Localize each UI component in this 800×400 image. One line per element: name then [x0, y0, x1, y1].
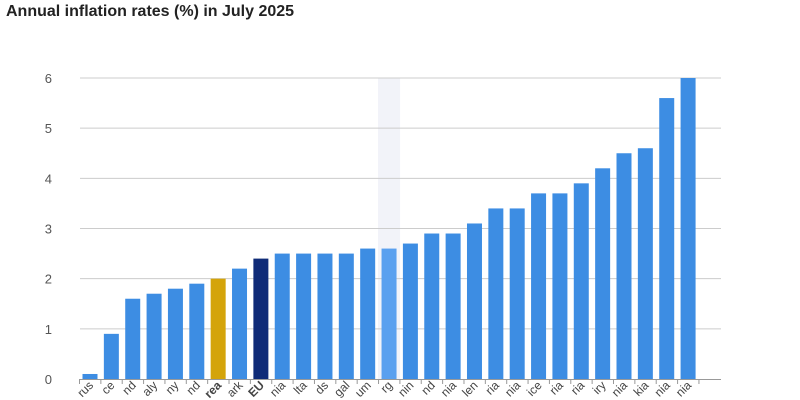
x-tick-label: ds [312, 378, 331, 397]
bar[interactable] [573, 183, 589, 379]
bar[interactable] [167, 288, 183, 379]
y-tick-label: 4 [45, 171, 52, 186]
x-tick-label: nia [267, 378, 288, 399]
x-tick-label: EU [245, 378, 267, 400]
bar[interactable] [488, 208, 504, 379]
x-tick-label: rus [74, 378, 96, 400]
x-tick-label: gal [331, 378, 352, 399]
y-tick-label: 0 [45, 372, 52, 387]
y-tick-label: 5 [45, 121, 52, 136]
bar[interactable] [146, 293, 162, 379]
bar[interactable] [82, 373, 98, 379]
x-tick-label: rg [378, 378, 395, 395]
x-tick-label: nin [395, 378, 416, 399]
bar[interactable] [210, 278, 226, 379]
x-tick-label: len [459, 378, 480, 399]
bar[interactable] [317, 253, 333, 379]
chart-title: Annual inflation rates (%) in July 2025 [6, 3, 295, 20]
x-tick-label: ice [524, 378, 545, 399]
bar[interactable] [274, 253, 290, 379]
x-tick-label: nia [609, 378, 630, 399]
x-tick-label: lta [291, 378, 310, 397]
bar[interactable] [595, 168, 611, 379]
x-tick-label: ce [99, 378, 118, 397]
bar[interactable] [659, 98, 675, 380]
x-tick-label: iry [590, 378, 609, 397]
y-tick-label: 3 [45, 222, 52, 237]
bar[interactable] [424, 233, 440, 379]
x-tick-label: ark [224, 378, 246, 400]
bar[interactable] [402, 243, 418, 379]
x-tick-label: kia [631, 378, 652, 399]
gridlines [80, 77, 721, 330]
bar[interactable] [552, 193, 568, 379]
x-tick-label: ny [163, 378, 182, 397]
x-tick-label: nia [652, 378, 673, 399]
bars [82, 78, 696, 380]
bar[interactable] [616, 153, 632, 379]
x-tick-label: nia [438, 378, 459, 399]
bar[interactable] [360, 248, 376, 379]
y-axis-ticks: 0 1 2 3 4 5 6 [45, 71, 52, 387]
bar[interactable] [189, 283, 205, 379]
bar[interactable] [381, 248, 397, 379]
y-tick-label: 2 [45, 272, 52, 287]
bar[interactable] [445, 233, 461, 379]
y-tick-label: 6 [45, 71, 52, 86]
bar[interactable] [296, 253, 312, 379]
bar[interactable] [509, 208, 525, 379]
x-axis [79, 379, 721, 384]
bar[interactable] [466, 223, 482, 379]
x-tick-label: nia [502, 378, 523, 399]
x-tick-label: rea [202, 378, 225, 400]
bar[interactable] [338, 253, 354, 379]
bar[interactable] [253, 258, 269, 379]
bar[interactable] [103, 333, 119, 379]
bar[interactable] [637, 148, 653, 379]
x-tick-label: aly [139, 378, 160, 399]
x-tick-label: nia [673, 378, 694, 399]
bar[interactable] [680, 78, 696, 379]
y-tick-label: 1 [45, 322, 52, 337]
bar[interactable] [125, 298, 141, 379]
bar[interactable] [232, 268, 248, 379]
x-tick-label: um [352, 378, 374, 400]
bar[interactable] [531, 193, 547, 379]
